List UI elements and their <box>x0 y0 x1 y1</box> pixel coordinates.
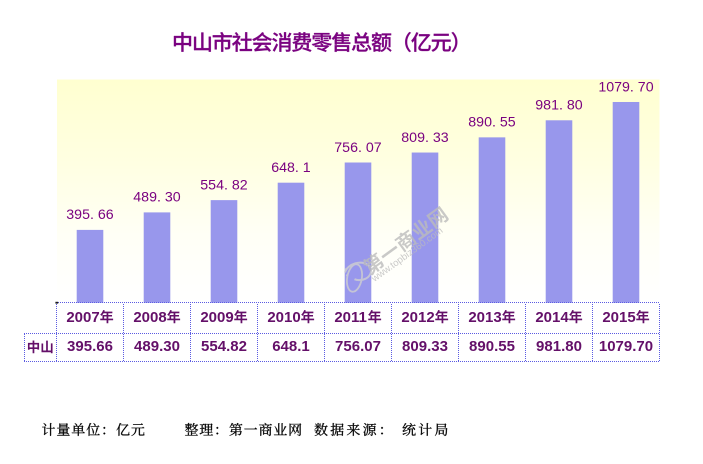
svg-text:554. 82: 554. 82 <box>200 177 247 193</box>
svg-text:2009: 2009 <box>200 309 233 326</box>
svg-text:1079. 70: 1079. 70 <box>598 79 653 95</box>
svg-text:648.1: 648.1 <box>272 338 310 355</box>
svg-text:554.82: 554.82 <box>201 338 247 355</box>
svg-text:1079.70: 1079.70 <box>599 338 653 355</box>
svg-text:2011: 2011 <box>334 309 367 326</box>
svg-text:756.07: 756.07 <box>335 338 381 355</box>
svg-text:2008: 2008 <box>133 309 166 326</box>
svg-text:489.30: 489.30 <box>134 338 180 355</box>
svg-text:981.80: 981.80 <box>536 338 582 355</box>
svg-text:2007: 2007 <box>66 309 99 326</box>
svg-text:2015: 2015 <box>602 309 635 326</box>
svg-text:981. 80: 981. 80 <box>535 98 582 114</box>
svg-text:2012: 2012 <box>401 309 434 326</box>
svg-text:395.66: 395.66 <box>67 338 113 355</box>
svg-text:395. 66: 395. 66 <box>66 207 113 223</box>
svg-text:890.55: 890.55 <box>469 338 515 355</box>
svg-text:2014: 2014 <box>535 309 569 326</box>
svg-text:890. 55: 890. 55 <box>468 115 515 131</box>
svg-text:809.33: 809.33 <box>402 338 448 355</box>
svg-text:756. 07: 756. 07 <box>334 140 381 156</box>
svg-text:809. 33: 809. 33 <box>401 130 448 146</box>
svg-text:2013: 2013 <box>468 309 501 326</box>
svg-text:648. 1: 648. 1 <box>271 160 311 176</box>
svg-text:2010: 2010 <box>267 309 300 326</box>
svg-text:489. 30: 489. 30 <box>133 190 180 206</box>
